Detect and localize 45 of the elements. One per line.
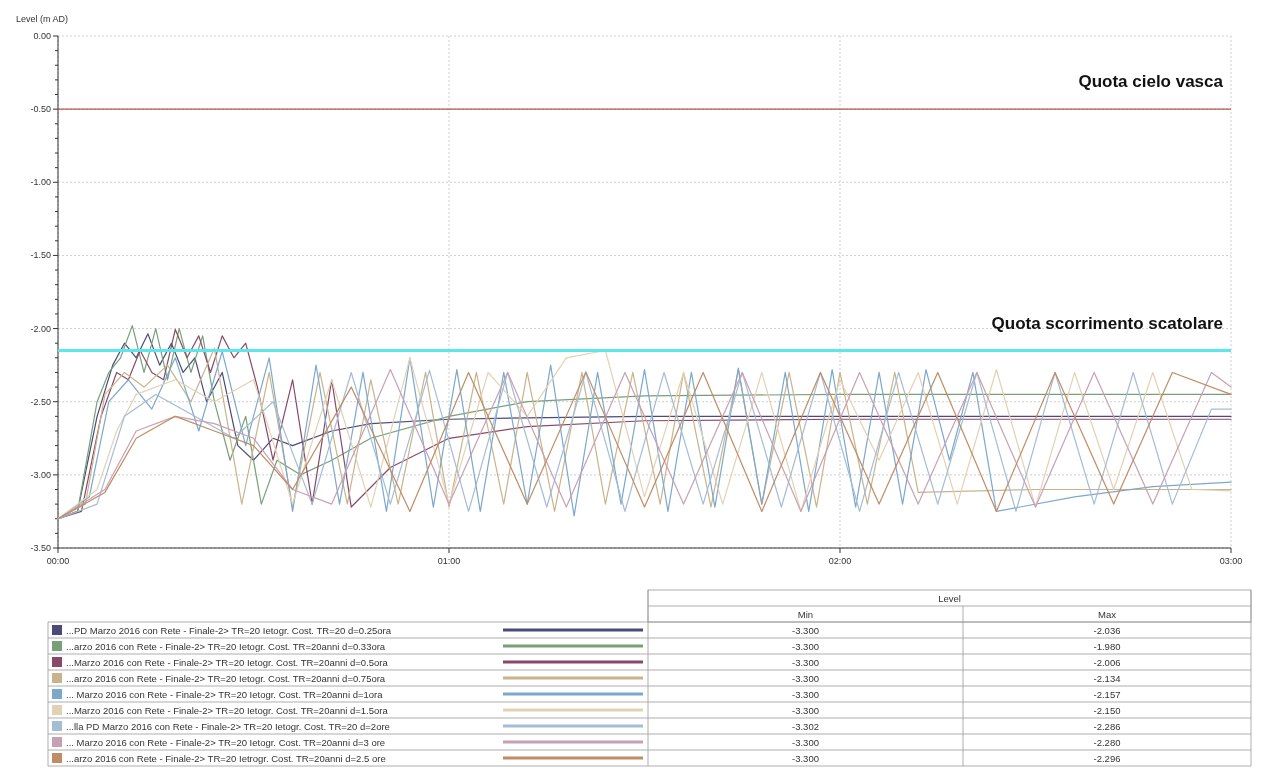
- ref-line-label: Quota scorrimento scatolare: [991, 313, 1223, 333]
- x-tick-label: 02:00: [828, 556, 852, 566]
- text: -3.300: [792, 689, 819, 700]
- text: -3.300: [792, 753, 819, 764]
- legend-label: ...PD Marzo 2016 con Rete - Finale-2> TR=20 Ietogr. Cost. TR=20 d=0.25ora: [66, 625, 392, 636]
- text: Max: [1098, 609, 1117, 620]
- ref-line-label: Quota cielo vasca: [1078, 72, 1224, 92]
- text: -2.296: [1093, 753, 1121, 764]
- text: -3.300: [792, 625, 819, 636]
- x-tick-label: 03:00: [1219, 556, 1243, 566]
- legend-label: ...Marzo 2016 con Rete - Finale-2> TR=20 Ietogr. Cost. TR=20anni d=1.5ora: [66, 705, 389, 716]
- text: -3.300: [792, 705, 819, 716]
- legend-label: ...lla PD Marzo 2016 con Rete - Finale-2> TR=20 Ietogr. Cost. TR=20 d=2ore: [66, 721, 390, 732]
- text: -1.980: [1093, 641, 1121, 652]
- text: -2.280: [1093, 737, 1121, 748]
- y-tick-label: -1.50: [30, 250, 51, 261]
- x-tick-label: 01:00: [437, 556, 461, 566]
- legend-label: ...arzo 2016 con Rete - Finale-2> TR=20 Ietogr. Cost. TR=20anni d=0.75ora: [66, 673, 386, 684]
- y-tick-label: -3.00: [30, 469, 51, 480]
- text: -2.157: [1093, 689, 1121, 700]
- y-tick-label: -2.50: [30, 396, 51, 407]
- legend-label: ... Marzo 2016 con Rete - Finale-2> TR=20 Ietogr. Cost. TR=20anni d=1ora: [66, 689, 384, 700]
- text: -2.036: [1093, 625, 1121, 636]
- y-tick-label: -3.50: [30, 543, 51, 553]
- legend-label: ...Marzo 2016 con Rete - Finale-2> TR=20 Ietogr. Cost. TR=20anni d=0.5ora: [66, 657, 389, 668]
- text: -2.286: [1093, 721, 1121, 732]
- text: Level: [938, 593, 961, 604]
- text: -3.300: [792, 737, 819, 748]
- text: -2.134: [1093, 673, 1121, 684]
- text: -2.150: [1093, 705, 1121, 716]
- legend-label: ...arzo 2016 con Rete - Finale-2> TR=20 Ietogr. Cost. TR=20anni d=0.33ora: [66, 641, 386, 652]
- text: -3.300: [792, 673, 819, 684]
- text: -3.300: [792, 641, 819, 652]
- text: -2.006: [1093, 657, 1121, 668]
- text: -3.300: [792, 657, 819, 668]
- text: Min: [797, 609, 814, 620]
- x-tick-label: 00:00: [46, 556, 70, 566]
- legend-label: ...arzo 2016 con Rete - Finale-2> TR=20 Ietrogr. Cost. TR=20anni d=2.5 ore: [66, 753, 386, 764]
- legend-label: ... Marzo 2016 con Rete - Finale-2> TR=20 Ietogr. Cost. TR=20anni d=3 ore: [66, 737, 386, 748]
- y-tick-label: -0.50: [30, 104, 51, 115]
- y-tick-label: -1.00: [30, 177, 51, 188]
- y-tick-label: 0.00: [33, 31, 51, 41]
- y-tick-label: -2.00: [30, 323, 51, 334]
- text: -3.302: [792, 721, 819, 732]
- y-axis-title: Level (m AD): [16, 14, 69, 24]
